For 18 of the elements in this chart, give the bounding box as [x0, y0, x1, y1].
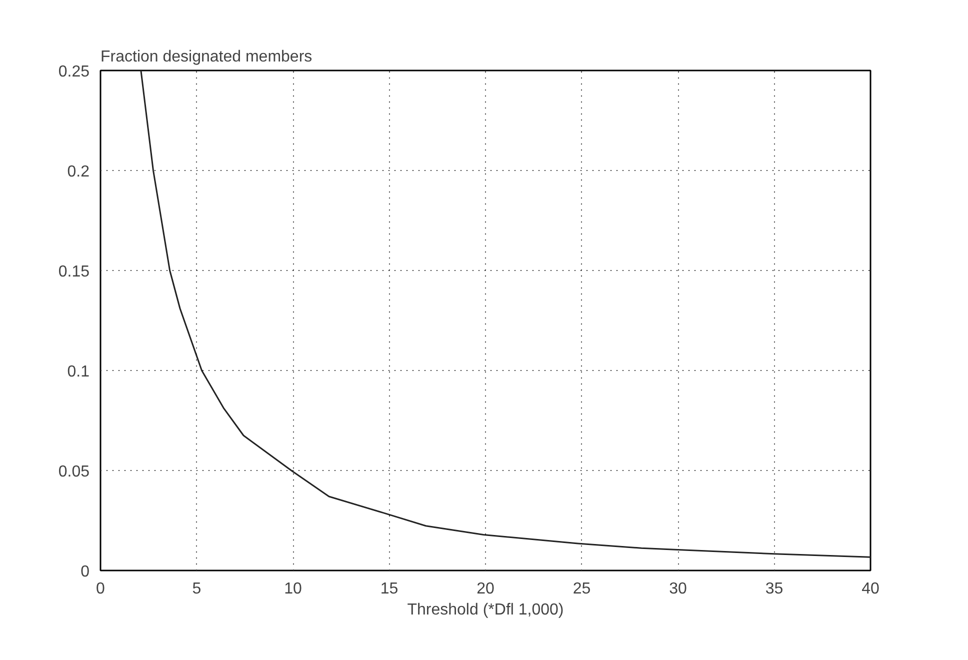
y-tick-label: 0.2: [67, 164, 90, 180]
x-tick-label: 0: [96, 580, 106, 598]
y-tick-label: 0.15: [58, 264, 90, 280]
x-tick-label: 5: [192, 580, 202, 598]
y-tick-label: 0: [80, 564, 90, 580]
x-tick-label: 10: [284, 580, 302, 598]
x-tick-label: 35: [765, 580, 784, 598]
y-tick-label: 0.25: [58, 64, 90, 80]
x-tick-label: 20: [476, 580, 494, 598]
x-tick-label: 30: [669, 580, 687, 598]
x-tick-label: 15: [380, 580, 398, 598]
x-tick-label: 40: [862, 580, 880, 598]
x-tick-label: 25: [572, 580, 591, 598]
y-tick-label: 0.1: [67, 364, 90, 380]
x-axis-title: Threshold (*Dfl 1,000): [407, 602, 564, 618]
y-tick-label: 0.05: [58, 464, 90, 480]
line-series: [140, 70, 870, 558]
y-axis-title: Fraction designated members: [100, 48, 312, 66]
